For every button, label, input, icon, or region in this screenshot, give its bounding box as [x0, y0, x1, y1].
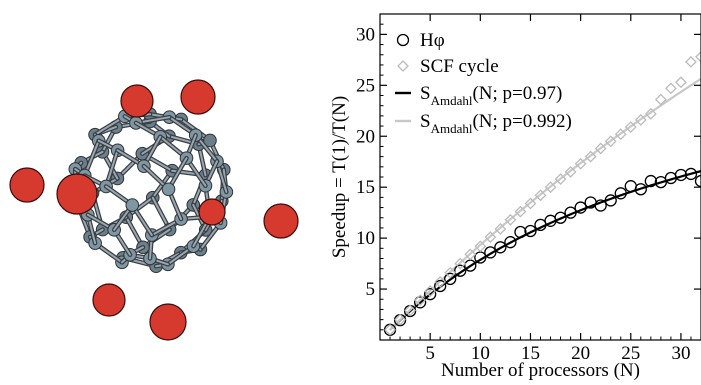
ion-sphere [264, 204, 298, 238]
data-point-scf [666, 83, 676, 93]
ion-sphere [10, 168, 44, 202]
ion-sphere [150, 304, 186, 340]
legend-label: SCF cycle [420, 56, 499, 77]
data-point-hphi [625, 181, 636, 192]
legend-marker-scf [398, 61, 408, 71]
legend-label: SAmdahl(N; p=0.97) [420, 83, 562, 108]
x-axis-label: Number of processors (N) [441, 360, 640, 380]
legend: Hφ SCF cycle SAmdahl(N; p=0.97) SAmdahl(N; … [395, 30, 572, 136]
ion-sphere [121, 85, 153, 117]
ion-sphere [181, 80, 215, 114]
y-tick-label: 15 [356, 177, 375, 198]
ion-sphere [57, 174, 97, 214]
data-point-scf [676, 77, 686, 87]
x-tick-label: 5 [425, 343, 435, 364]
ion-sphere [93, 284, 125, 316]
x-tick-label: 30 [671, 343, 690, 364]
y-tick-label: 10 [356, 228, 375, 249]
y-axis-label: Speedup = T(1)/T(N) [329, 96, 350, 258]
ion-sphere [199, 199, 225, 225]
data-point-hphi [696, 176, 701, 187]
carbon-atom [126, 199, 139, 212]
fullerene-molecule-illustration [10, 80, 298, 340]
data-point-hphi [515, 227, 526, 238]
y-tick-label: 5 [366, 279, 376, 300]
legend-label: SAmdahl(N; p=0.992) [420, 111, 572, 136]
data-point-scf [696, 52, 701, 62]
carbon-atom [162, 183, 175, 196]
y-tick-label: 25 [356, 75, 375, 96]
data-point-scf [686, 57, 696, 67]
legend-label: Hφ [420, 30, 445, 51]
amdahl-curve-p-0.97 [390, 170, 701, 330]
data-point-hphi [385, 324, 396, 335]
y-tick-label: 30 [356, 24, 375, 45]
legend-marker-hphi [398, 35, 409, 46]
y-tick-label: 20 [356, 126, 375, 147]
